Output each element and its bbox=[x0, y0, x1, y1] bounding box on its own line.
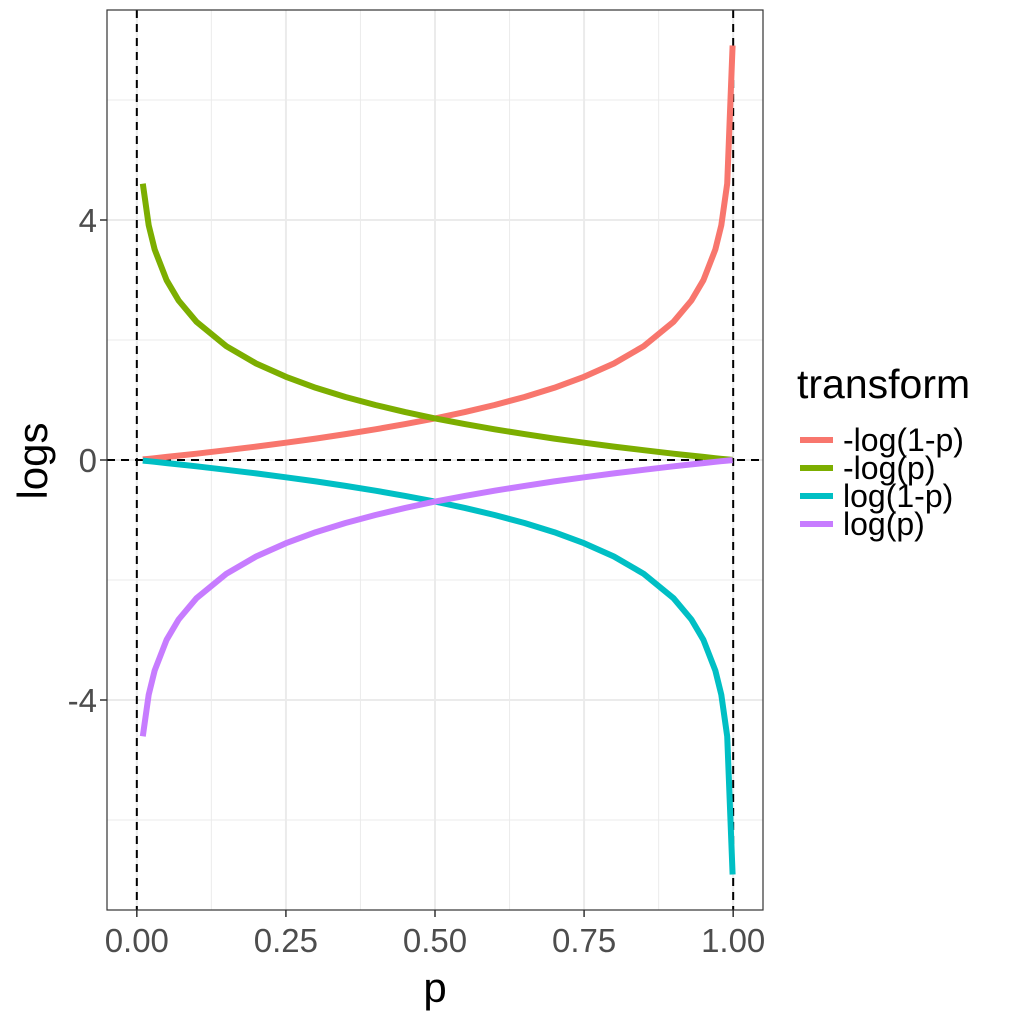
series-lines bbox=[139, 45, 736, 875]
series-line-log(p) bbox=[139, 457, 733, 737]
reference-lines bbox=[107, 10, 763, 910]
axes: 0.00 0.25 0.50 0.75 1.00 -4 0 4 bbox=[68, 202, 766, 959]
x-tick-label: 1.00 bbox=[701, 922, 765, 959]
x-tick-label: 0.25 bbox=[254, 922, 318, 959]
x-tick-label: 0.50 bbox=[403, 922, 467, 959]
legend-label-log(1-p): log(1-p) bbox=[843, 478, 953, 514]
y-axis-title: logs bbox=[9, 422, 56, 499]
x-axis-title: p bbox=[423, 964, 446, 1011]
series-line--log(1-p) bbox=[142, 45, 736, 463]
series-line-log(1-p) bbox=[142, 457, 736, 875]
legend: transform -log(1-p)-log(p)log(1-p)log(p) bbox=[797, 361, 970, 542]
y-tick-label: -4 bbox=[68, 682, 97, 719]
legend-title: transform bbox=[797, 361, 970, 407]
legend-label--log(p): -log(p) bbox=[843, 450, 935, 486]
legend-label--log(1-p): -log(1-p) bbox=[843, 422, 964, 458]
y-tick-label: 0 bbox=[79, 442, 97, 479]
y-tick-label: 4 bbox=[79, 202, 97, 239]
legend-label-log(p): log(p) bbox=[843, 506, 925, 542]
x-tick-label: 0.75 bbox=[552, 922, 616, 959]
series-line--log(p) bbox=[139, 183, 733, 463]
x-tick-label: 0.00 bbox=[105, 922, 169, 959]
